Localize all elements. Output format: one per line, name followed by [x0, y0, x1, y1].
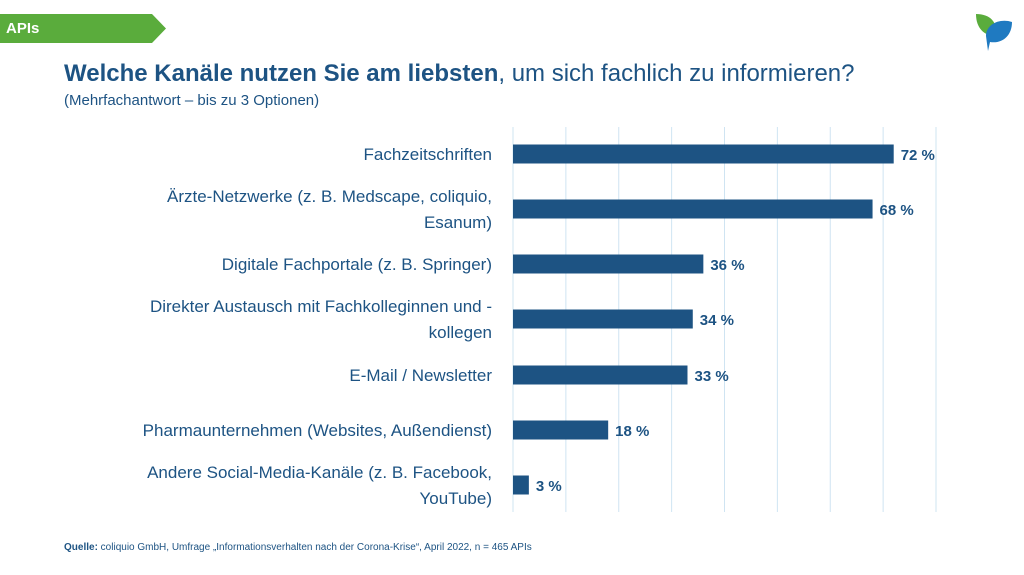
source-text: coliquio GmbH, Umfrage „Informationsverh…: [97, 542, 532, 553]
gridlines: [512, 127, 937, 512]
source-note: Quelle: coliquio GmbH, Umfrage „Informat…: [64, 542, 532, 553]
data-label: 3 %: [536, 478, 562, 495]
data-label: 18 %: [615, 423, 649, 440]
data-label: 72 %: [901, 147, 935, 164]
category-label: Ärzte-Netzwerke (z. B. Medscape, coliqui…: [167, 187, 492, 206]
data-label: 68 %: [880, 202, 914, 219]
category-label: Esanum): [424, 213, 492, 232]
category-label: Digitale Fachportale (z. B. Springer): [222, 255, 492, 274]
category-label: Pharmaunternehmen (Websites, Außendienst…: [143, 421, 492, 440]
bar: [513, 475, 529, 495]
bar: [513, 365, 688, 385]
logo-blue-leaf: [986, 20, 1012, 51]
data-label: 36 %: [710, 257, 744, 274]
chart-subtitle: (Mehrfachantwort – bis zu 3 Optionen): [64, 92, 320, 109]
data-label: 33 %: [694, 368, 728, 385]
section-tag: APIs: [0, 14, 166, 43]
category-label: E-Mail / Newsletter: [349, 366, 492, 385]
chart-title-bold: Welche Kanäle nutzen Sie am liebsten: [64, 60, 499, 87]
bar: [513, 144, 894, 164]
bar-chart: 72 % Fachzeitschriften 68 % Ärzte-Netzwerke…: [143, 127, 937, 512]
category-label: Andere Social-Media-Kanäle (z. B. Facebo…: [147, 463, 492, 482]
source-label: Quelle:: [64, 542, 98, 553]
category-label: Fachzeitschriften: [364, 145, 493, 164]
category-label: kollegen: [429, 323, 492, 342]
section-tag-label: APIs: [6, 20, 40, 37]
chart-title-rest: , um sich fachlich zu informieren?: [498, 60, 855, 87]
chart-title: Welche Kanäle nutzen Sie am liebsten, um…: [64, 60, 855, 88]
bars: 72 % Fachzeitschriften 68 % Ärzte-Netzwerke…: [143, 144, 935, 508]
bar: [513, 254, 704, 274]
leaf-logo-icon: [976, 14, 1012, 51]
bar: [513, 309, 693, 329]
category-label: YouTube): [420, 489, 492, 508]
bar: [513, 199, 873, 219]
data-label: 34 %: [700, 312, 734, 329]
bar: [513, 420, 609, 440]
category-label: Direkter Austausch mit Fachkolleginnen u…: [150, 297, 492, 316]
